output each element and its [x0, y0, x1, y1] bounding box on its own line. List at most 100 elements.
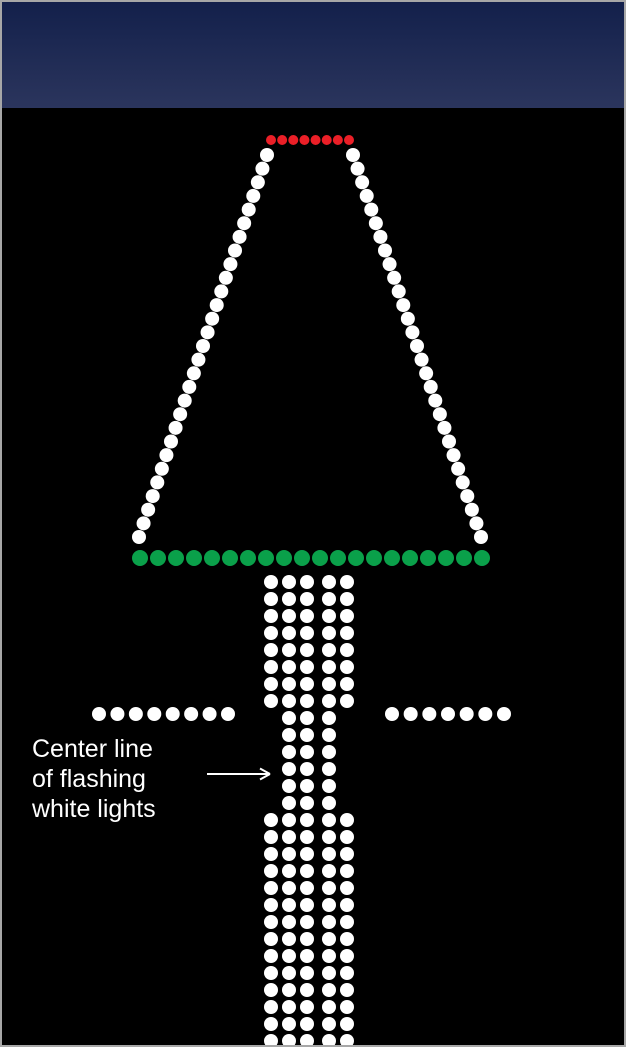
- approach-light: [282, 779, 296, 793]
- approach-light: [264, 932, 278, 946]
- runway-edge-left-light: [187, 366, 201, 380]
- crossbar-left-light: [147, 707, 161, 721]
- runway-edge-right-light: [364, 203, 378, 217]
- runway-edge-left-light: [178, 394, 192, 408]
- approach-light: [300, 643, 314, 657]
- approach-light: [322, 643, 336, 657]
- approach-light: [264, 830, 278, 844]
- crossbar-left-light: [203, 707, 217, 721]
- approach-light: [340, 592, 354, 606]
- threshold-green-light: [132, 550, 148, 566]
- runway-edge-right-light: [387, 271, 401, 285]
- approach-light: [322, 864, 336, 878]
- runway-edge-right-light: [378, 244, 392, 258]
- runway-edge-left-light: [159, 448, 173, 462]
- runway-edge-left-light: [169, 421, 183, 435]
- runway-edge-left-light: [228, 244, 242, 258]
- approach-light: [322, 626, 336, 640]
- runway-edge-left-light: [141, 503, 155, 517]
- approach-light: [300, 575, 314, 589]
- approach-light: [322, 813, 336, 827]
- red-light: [333, 135, 343, 145]
- approach-light: [264, 677, 278, 691]
- approach-light: [340, 881, 354, 895]
- runway-edge-right-light: [410, 339, 424, 353]
- approach-light: [340, 983, 354, 997]
- approach-light: [264, 592, 278, 606]
- runway-edge-right-light: [460, 489, 474, 503]
- threshold-green-light: [150, 550, 166, 566]
- approach-light: [340, 813, 354, 827]
- crossbar-left-light: [110, 707, 124, 721]
- threshold-green-light: [258, 550, 274, 566]
- approach-light: [264, 813, 278, 827]
- approach-light: [282, 983, 296, 997]
- runway-edge-left-light: [146, 489, 160, 503]
- approach-light: [264, 881, 278, 895]
- approach-light: [322, 949, 336, 963]
- approach-light: [282, 626, 296, 640]
- approach-light: [322, 1017, 336, 1031]
- runway-edge-left-light: [132, 530, 146, 544]
- approach-light: [322, 881, 336, 895]
- approach-light: [340, 694, 354, 708]
- runway-edge-left-light: [242, 203, 256, 217]
- approach-light: [322, 745, 336, 759]
- approach-light: [264, 694, 278, 708]
- red-light: [322, 135, 332, 145]
- runway-edge-left-light: [150, 475, 164, 489]
- approach-light: [322, 898, 336, 912]
- runway-edge-right-light: [428, 394, 442, 408]
- crossbar-right-light: [404, 707, 418, 721]
- approach-light: [282, 864, 296, 878]
- crossbar-right-light: [478, 707, 492, 721]
- crossbar-right-light: [497, 707, 511, 721]
- approach-light: [300, 728, 314, 742]
- approach-light: [322, 779, 336, 793]
- approach-light: [300, 745, 314, 759]
- runway-edge-left-light: [182, 380, 196, 394]
- lights-layer: [2, 2, 626, 1047]
- threshold-green-light: [384, 550, 400, 566]
- approach-light: [322, 575, 336, 589]
- approach-light: [340, 660, 354, 674]
- approach-light: [282, 1034, 296, 1047]
- approach-light: [282, 847, 296, 861]
- approach-light: [282, 898, 296, 912]
- approach-light: [282, 745, 296, 759]
- crossbar-left-light: [221, 707, 235, 721]
- approach-light: [340, 898, 354, 912]
- approach-light: [282, 711, 296, 725]
- approach-light: [264, 983, 278, 997]
- threshold-green-light: [186, 550, 202, 566]
- approach-light: [300, 779, 314, 793]
- centerline-label: Center line of flashing white lights: [32, 734, 156, 824]
- approach-light: [300, 1017, 314, 1031]
- runway-edge-right-light: [456, 475, 470, 489]
- threshold-green-light: [294, 550, 310, 566]
- centerline-label-line2: of flashing: [32, 765, 146, 793]
- approach-light: [300, 881, 314, 895]
- approach-light: [282, 1000, 296, 1014]
- threshold-green-light: [420, 550, 436, 566]
- centerline-label-line1: Center line: [32, 735, 153, 763]
- approach-light: [264, 1017, 278, 1031]
- runway-edge-left-light: [246, 189, 260, 203]
- approach-light: [322, 796, 336, 810]
- approach-light: [264, 847, 278, 861]
- approach-light: [300, 677, 314, 691]
- approach-light: [340, 643, 354, 657]
- approach-light: [340, 932, 354, 946]
- approach-light: [300, 626, 314, 640]
- approach-light: [264, 966, 278, 980]
- runway-edge-right-light: [419, 366, 433, 380]
- approach-light: [300, 864, 314, 878]
- approach-light: [264, 609, 278, 623]
- approach-light: [322, 966, 336, 980]
- diagram-stage: Center line of flashing white lights: [0, 0, 626, 1047]
- approach-light: [300, 762, 314, 776]
- approach-light: [340, 1000, 354, 1014]
- runway-edge-right-light: [396, 298, 410, 312]
- approach-light: [322, 983, 336, 997]
- runway-edge-right-light: [351, 162, 365, 176]
